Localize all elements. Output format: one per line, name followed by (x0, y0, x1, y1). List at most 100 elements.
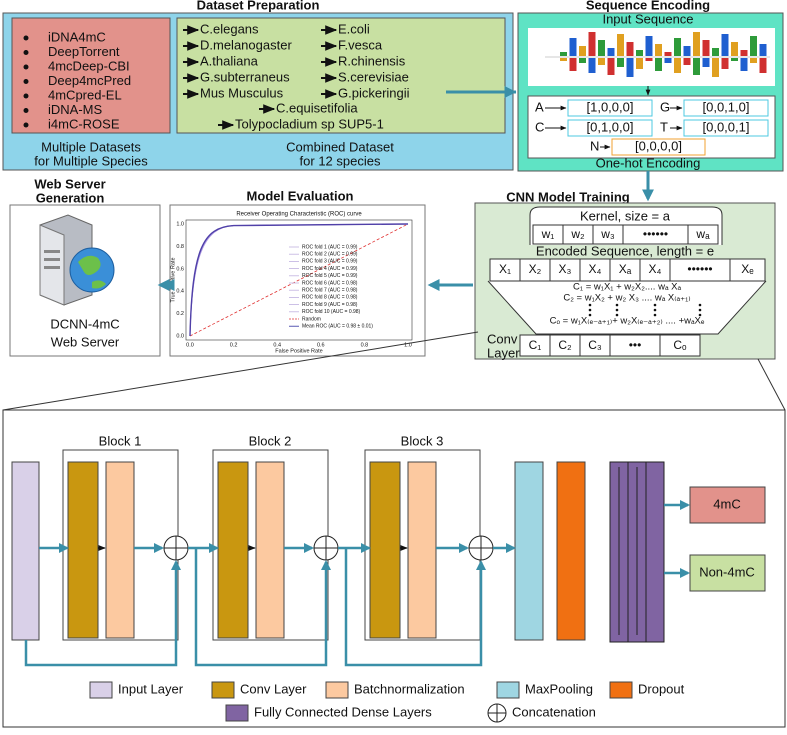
logo-letter (569, 38, 577, 56)
logo-letter (645, 36, 653, 56)
logo-letter (693, 58, 700, 75)
bullet (23, 50, 29, 55)
code-box (611, 138, 706, 156)
logo-letter (759, 58, 767, 73)
logo-letter (607, 48, 615, 56)
label: i4mC-ROSE (48, 116, 120, 131)
output-box (689, 486, 766, 524)
sequence-cell (729, 258, 766, 282)
conv-layer (369, 461, 401, 639)
label: [0,0,0,1] (703, 119, 750, 134)
logo-letter (750, 58, 757, 63)
logo-letter (655, 58, 662, 71)
legend-swatch (496, 681, 520, 699)
output-cell (659, 334, 701, 357)
label: C₁ = w₁X₁ + w₂X₂.... wₐ Xₐ (573, 282, 681, 293)
label: 0.0 (186, 342, 194, 348)
bullet (23, 79, 29, 84)
label: •••••• (643, 227, 668, 241)
label: Tolypocladium sp SUP5-1 (235, 116, 384, 131)
code-box (683, 119, 769, 137)
label: Conv Layer (240, 681, 307, 696)
label: Mus Musculus (200, 85, 284, 100)
label: 4mC (713, 496, 740, 511)
label: D.melanogaster (200, 37, 292, 52)
label: C.elegans (200, 21, 259, 36)
label: ROC fold 5 (AUC = 0.99) (302, 273, 358, 279)
label: G (660, 99, 670, 114)
label: True Positive Rate (170, 257, 176, 302)
logo-letter (674, 58, 681, 73)
label: Block 1 (99, 433, 142, 448)
logo-letter (683, 46, 691, 56)
plus (488, 704, 506, 722)
batchnorm-layer (407, 461, 437, 639)
ellipsis-dot (588, 313, 592, 317)
logo-letter (645, 58, 653, 61)
roc-curve (189, 223, 409, 337)
bullet (23, 35, 29, 41)
label: Xₑ (741, 262, 754, 276)
label: C₃ (588, 338, 602, 352)
cnn-group: Kernel, size = a w₁ w₂ w₃ •••••• wₐ Encoded Se… (487, 208, 766, 360)
logo-letter (607, 58, 615, 75)
label: •••••• (687, 262, 712, 276)
logo-letter (636, 50, 643, 56)
label: ROC fold 9 (AUC = 0.98) (302, 302, 358, 308)
label: w₁ (541, 227, 555, 241)
logo-letter (750, 36, 757, 56)
label: 0.0 (176, 333, 184, 339)
label: C (535, 119, 544, 134)
logo-letter (712, 58, 719, 77)
batchnorm-layer (255, 461, 285, 639)
ellipsis-dot (588, 308, 592, 312)
kernel-cell (687, 224, 719, 245)
label: Cₒ (673, 338, 687, 352)
label: False Positive Rate (275, 348, 322, 354)
ellipsis-dot (615, 308, 619, 312)
label: ROC fold 2 (AUC = 0.99) (302, 252, 358, 258)
label: C₂ (558, 338, 572, 352)
label: C₁ (529, 338, 542, 352)
label: [1,0,0,0] (587, 99, 634, 114)
maxpool-layer (514, 461, 544, 641)
batchnorm-layer (105, 461, 135, 639)
label: One-hot Encoding (596, 155, 701, 170)
logo-letter (598, 58, 605, 65)
zoom-line (757, 358, 786, 411)
logo-marks (545, 32, 770, 77)
label: 1.0 (404, 342, 412, 348)
logo-letter (636, 58, 643, 69)
label: DCNN-4mC (50, 316, 119, 331)
plot-area (185, 219, 413, 341)
label: Encoded Sequence, length = e (536, 243, 714, 258)
section-title: CNN Model Training (506, 189, 630, 204)
legend-swatch (609, 681, 633, 699)
label: 0.4 (176, 289, 184, 295)
label: ROC fold 1 (AUC = 0.99) (302, 244, 358, 250)
label: Conv (487, 331, 518, 346)
label: Dropout (638, 681, 685, 696)
logo-letter (759, 44, 767, 56)
label: X₁ (499, 262, 511, 276)
label: for Multiple Species (34, 153, 148, 168)
label: X₄ (589, 262, 602, 276)
label: ••• (629, 338, 642, 352)
logo-letter (693, 32, 700, 56)
label: X₄ (649, 262, 662, 276)
label: Combined Dataset (286, 139, 394, 154)
logo-letter (579, 58, 586, 63)
conv-funnel (487, 280, 767, 335)
skip-connection (24, 560, 181, 667)
section-title: Model Evaluation (247, 188, 354, 203)
ellipsis-dot (588, 303, 592, 307)
logo-letter (579, 46, 586, 56)
label: 0.6 (317, 342, 325, 348)
logo-letter (617, 58, 624, 67)
label: MaxPooling (525, 681, 593, 696)
section-title: Dataset Preparation (197, 0, 320, 12)
conv-layer (217, 461, 249, 639)
logo-letter (731, 42, 738, 56)
dense-connector (618, 467, 638, 635)
logo-letter (560, 52, 567, 56)
